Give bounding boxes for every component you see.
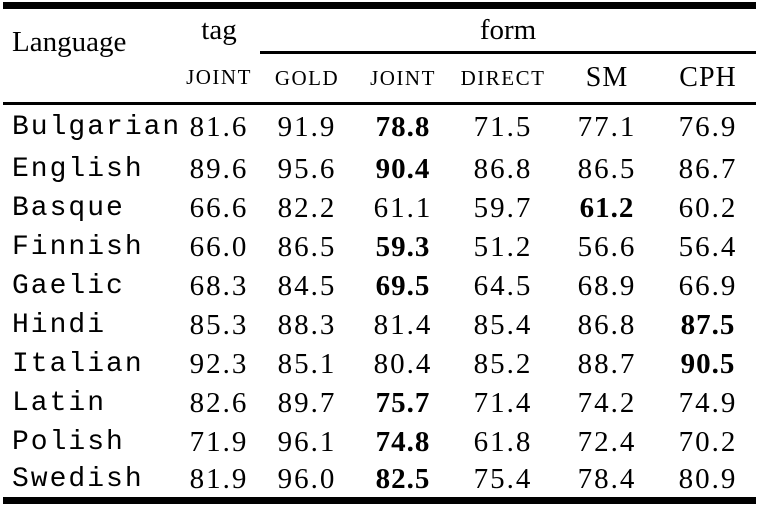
table-row: Bulgarian 81.6 91.9 78.8 71.5 77.1 76.9 (3, 104, 756, 150)
language-cell: Gaelic (12, 270, 125, 302)
language-cell: Bulgarian (12, 111, 182, 143)
language-cell: Italian (12, 348, 144, 380)
value-cell: 66.0 (189, 230, 249, 263)
header-row-groups: Language tag form (3, 5, 757, 58)
value-cell: 59.7 (473, 191, 533, 224)
value-cell: 86.8 (577, 308, 637, 341)
value-cell: 81.9 (189, 462, 249, 495)
table-row: Italian 92.3 85.1 80.4 85.2 88.7 90.5 (3, 345, 756, 384)
value-cell: 68.3 (189, 269, 249, 302)
column-group-tag: tag (201, 14, 237, 47)
language-cell: Polish (12, 426, 125, 458)
language-cell: Latin (12, 387, 107, 419)
value-cell-best: 69.5 (375, 269, 431, 302)
language-cell: Swedish (12, 463, 144, 495)
language-cell: Hindi (12, 309, 107, 341)
value-cell: 89.6 (189, 152, 249, 185)
value-cell: 81.4 (373, 308, 433, 341)
value-cell: 71.5 (473, 110, 533, 143)
value-cell: 51.2 (473, 230, 533, 263)
table-row: Swedish 81.9 96.0 82.5 75.4 78.4 80.9 (3, 462, 756, 501)
value-cell: 74.2 (577, 386, 637, 419)
value-cell: 92.3 (189, 347, 249, 380)
value-cell: 82.6 (189, 386, 249, 419)
language-cell: English (12, 153, 144, 185)
header-row-subcolumns: JOINT GOLD JOINT DIRECT SM CPH (3, 53, 756, 104)
value-cell-best: 75.7 (375, 386, 431, 419)
value-cell: 85.2 (473, 347, 533, 380)
value-cell-best: 78.8 (375, 110, 431, 143)
value-cell-best: 61.2 (579, 191, 635, 224)
value-cell: 80.9 (678, 462, 738, 495)
results-table: Language tag form JOINT GOLD JOINT DIREC… (3, 2, 757, 504)
value-cell: 66.9 (678, 269, 738, 302)
table-row: Gaelic 68.3 84.5 69.5 64.5 68.9 66.9 (3, 267, 756, 306)
column-header-cph: CPH (679, 62, 737, 93)
value-cell-best: 90.5 (680, 347, 736, 380)
value-cell: 81.6 (189, 110, 249, 143)
value-cell: 68.9 (577, 269, 637, 302)
table-row: Finnish 66.0 86.5 59.3 51.2 56.6 56.4 (3, 228, 756, 267)
value-cell: 61.1 (373, 191, 433, 224)
value-cell: 91.9 (277, 110, 337, 143)
value-cell: 86.5 (277, 230, 337, 263)
value-cell: 85.3 (189, 308, 249, 341)
language-cell: Finnish (12, 231, 144, 263)
value-cell: 86.7 (678, 152, 738, 185)
column-group-form: form (260, 5, 757, 54)
language-cell: Basque (12, 192, 125, 224)
table-header: Language tag form JOINT GOLD JOINT DIREC… (3, 5, 757, 104)
value-cell: 78.4 (577, 462, 637, 495)
value-cell: 85.4 (473, 308, 533, 341)
value-cell-best: 87.5 (680, 308, 736, 341)
value-cell: 70.2 (678, 425, 738, 458)
value-cell: 56.6 (577, 230, 637, 263)
value-cell: 84.5 (277, 269, 337, 302)
value-cell-best: 74.8 (375, 425, 431, 458)
value-cell-best: 90.4 (375, 152, 431, 185)
value-cell: 60.2 (678, 191, 738, 224)
value-cell: 72.4 (577, 425, 637, 458)
value-cell: 86.5 (577, 152, 637, 185)
value-cell: 75.4 (473, 462, 533, 495)
value-cell: 85.1 (277, 347, 337, 380)
table-row: Hindi 85.3 88.3 81.4 85.4 86.8 87.5 (3, 306, 756, 345)
value-cell: 96.1 (277, 425, 337, 458)
column-header-sm: SM (585, 62, 629, 93)
value-cell: 76.9 (678, 110, 738, 143)
value-cell: 64.5 (473, 269, 533, 302)
column-header-direct: DIRECT (460, 65, 546, 90)
value-cell: 80.4 (373, 347, 433, 380)
value-cell: 89.7 (277, 386, 337, 419)
table-row: Latin 82.6 89.7 75.7 71.4 74.2 74.9 (3, 384, 756, 423)
table-body: Bulgarian 81.6 91.9 78.8 71.5 77.1 76.9 English… (3, 103, 757, 501)
value-cell: 66.6 (189, 191, 249, 224)
value-cell: 77.1 (577, 110, 637, 143)
column-header-tag-joint: JOINT (186, 64, 252, 89)
value-cell: 71.4 (473, 386, 533, 419)
column-header-language: Language (12, 26, 127, 58)
value-cell: 74.9 (678, 386, 738, 419)
value-cell: 95.6 (277, 152, 337, 185)
value-cell: 96.0 (277, 462, 337, 495)
column-header-form-joint: JOINT (370, 65, 436, 90)
value-cell: 86.8 (473, 152, 533, 185)
value-cell: 82.2 (277, 191, 337, 224)
value-cell: 88.3 (277, 308, 337, 341)
table-row: Polish 71.9 96.1 74.8 61.8 72.4 70.2 (3, 423, 756, 462)
value-cell: 71.9 (189, 425, 249, 458)
column-header-gold: GOLD (274, 65, 340, 90)
value-cell-best: 59.3 (375, 230, 431, 263)
value-cell: 61.8 (473, 425, 533, 458)
table-row: English 89.6 95.6 90.4 86.8 86.5 86.7 (3, 150, 756, 189)
table-row: Basque 66.6 82.2 61.1 59.7 61.2 60.2 (3, 189, 756, 228)
value-cell: 56.4 (678, 230, 738, 263)
value-cell: 88.7 (577, 347, 637, 380)
value-cell-best: 82.5 (375, 462, 431, 495)
